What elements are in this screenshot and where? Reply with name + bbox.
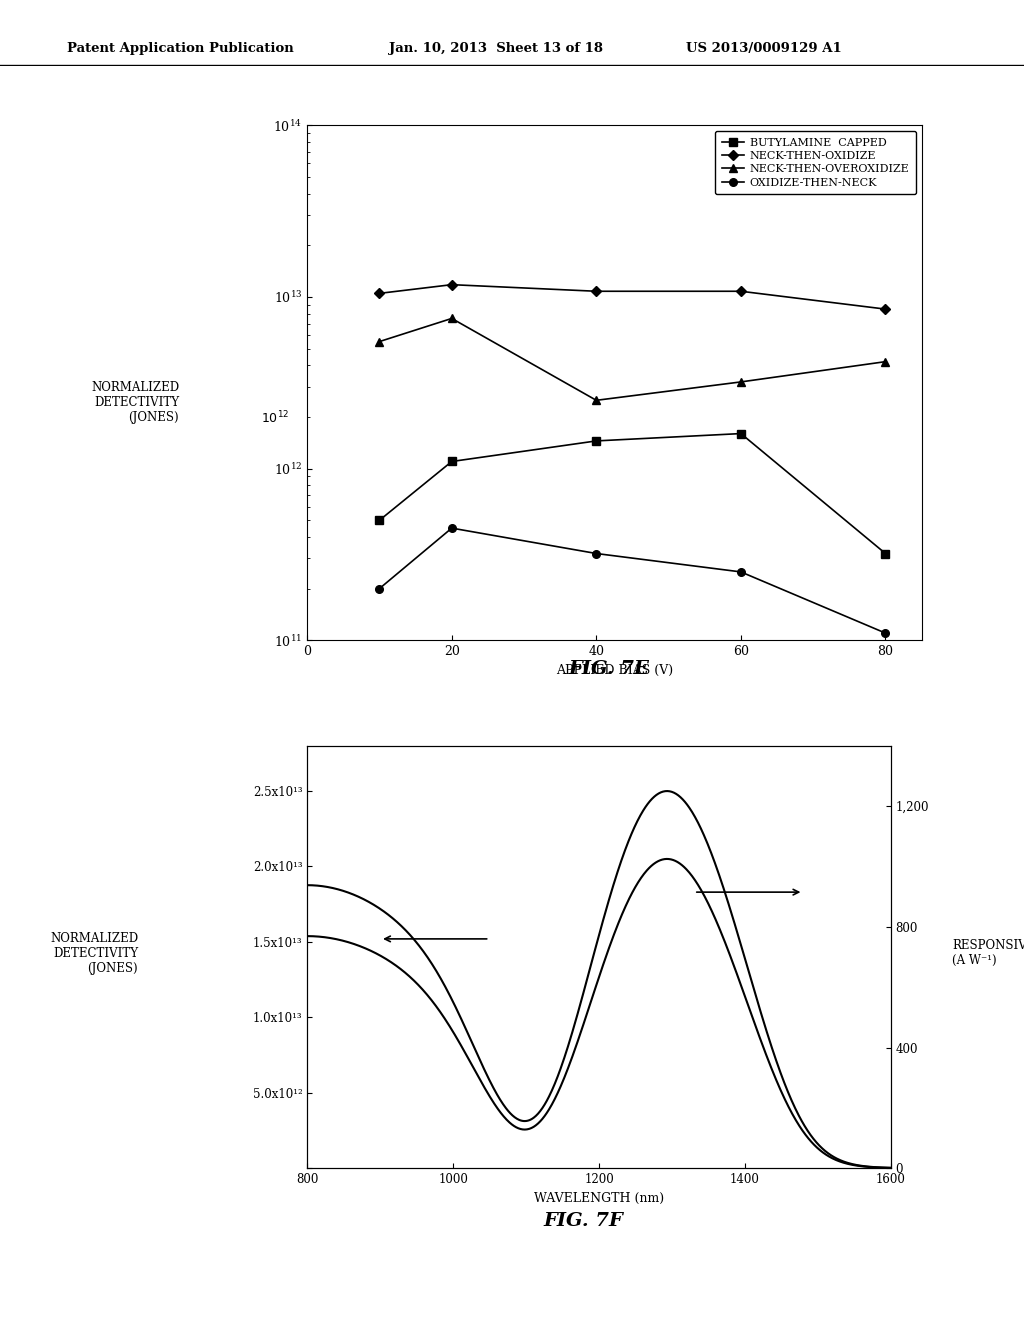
NECK-THEN-OVEROXIDIZE: [880, 354, 892, 370]
BUTYLAMINE  CAPPED: [735, 425, 748, 441]
X-axis label: WAVELENGTH (nm): WAVELENGTH (nm): [534, 1192, 665, 1205]
BUTYLAMINE  CAPPED: [374, 512, 386, 528]
BUTYLAMINE  CAPPED: [590, 433, 602, 449]
NECK-THEN-OVEROXIDIZE: [445, 310, 458, 326]
OXIDIZE-THEN-NECK: [735, 564, 748, 579]
Text: Jan. 10, 2013  Sheet 13 of 18: Jan. 10, 2013 Sheet 13 of 18: [389, 42, 603, 55]
NECK-THEN-OVEROXIDIZE: [735, 374, 748, 389]
BUTYLAMINE  CAPPED: [445, 454, 458, 470]
NECK-THEN-OXIDIZE: [590, 284, 602, 300]
Text: FIG. 7E: FIG. 7E: [569, 660, 649, 678]
Line: OXIDIZE-THEN-NECK: OXIDIZE-THEN-NECK: [376, 524, 889, 638]
BUTYLAMINE  CAPPED: [880, 545, 892, 561]
NECK-THEN-OXIDIZE: [445, 277, 458, 293]
Text: $10^{12}$: $10^{12}$: [261, 411, 290, 426]
NECK-THEN-OXIDIZE: [880, 301, 892, 317]
Text: RESPONSIVITY
(A W⁻¹): RESPONSIVITY (A W⁻¹): [952, 939, 1024, 968]
Text: US 2013/0009129 A1: US 2013/0009129 A1: [686, 42, 842, 55]
Text: Patent Application Publication: Patent Application Publication: [67, 42, 293, 55]
OXIDIZE-THEN-NECK: [590, 545, 602, 561]
NECK-THEN-OXIDIZE: [735, 284, 748, 300]
Line: NECK-THEN-OVEROXIDIZE: NECK-THEN-OVEROXIDIZE: [376, 314, 889, 404]
Text: FIG. 7F: FIG. 7F: [544, 1212, 624, 1230]
NECK-THEN-OXIDIZE: [374, 285, 386, 301]
OXIDIZE-THEN-NECK: [445, 520, 458, 536]
OXIDIZE-THEN-NECK: [880, 626, 892, 642]
Legend: BUTYLAMINE  CAPPED, NECK-THEN-OXIDIZE, NECK-THEN-OVEROXIDIZE, OXIDIZE-THEN-NECK: BUTYLAMINE CAPPED, NECK-THEN-OXIDIZE, NE…: [715, 131, 916, 194]
OXIDIZE-THEN-NECK: [374, 581, 386, 597]
Text: NORMALIZED
DETECTIVITY
(JONES): NORMALIZED DETECTIVITY (JONES): [50, 932, 138, 974]
Line: NECK-THEN-OXIDIZE: NECK-THEN-OXIDIZE: [376, 281, 889, 313]
NECK-THEN-OVEROXIDIZE: [590, 392, 602, 408]
NECK-THEN-OVEROXIDIZE: [374, 334, 386, 350]
Line: BUTYLAMINE  CAPPED: BUTYLAMINE CAPPED: [376, 430, 889, 557]
Text: NORMALIZED
DETECTIVITY
(JONES): NORMALIZED DETECTIVITY (JONES): [91, 381, 179, 424]
X-axis label: APPLIED BIAS (V): APPLIED BIAS (V): [556, 664, 673, 677]
